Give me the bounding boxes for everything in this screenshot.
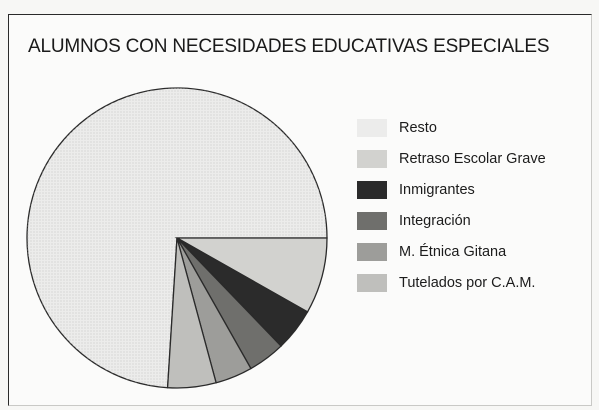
legend-item: Inmigrantes <box>357 174 546 205</box>
legend-item: Integración <box>357 205 546 236</box>
legend-item: Tutelados por C.A.M. <box>357 267 546 298</box>
legend-item: Resto <box>357 112 546 143</box>
legend-label: Inmigrantes <box>399 181 475 198</box>
legend-label: Integración <box>399 212 471 229</box>
legend-swatch <box>357 273 387 292</box>
legend-label: M. Étnica Gitana <box>399 243 507 260</box>
legend-label: Resto <box>399 119 437 136</box>
legend-swatch <box>357 118 387 137</box>
legend-swatch <box>357 180 387 199</box>
legend-item: M. Étnica Gitana <box>357 236 546 267</box>
legend-swatch <box>357 149 387 168</box>
legend-swatch <box>357 211 387 230</box>
pie-slice-tutelados-por-c-a-m <box>166 237 217 389</box>
legend: Resto Retraso Escolar Grave Inmigrantes Int… <box>357 112 546 298</box>
legend-label: Retraso Escolar Grave <box>399 150 546 167</box>
legend-item: Retraso Escolar Grave <box>357 143 546 174</box>
chart-title: ALUMNOS CON NECESIDADES EDUCATIVAS ESPEC… <box>28 36 550 57</box>
legend-swatch <box>357 242 387 261</box>
legend-label: Tutelados por C.A.M. <box>399 274 536 291</box>
